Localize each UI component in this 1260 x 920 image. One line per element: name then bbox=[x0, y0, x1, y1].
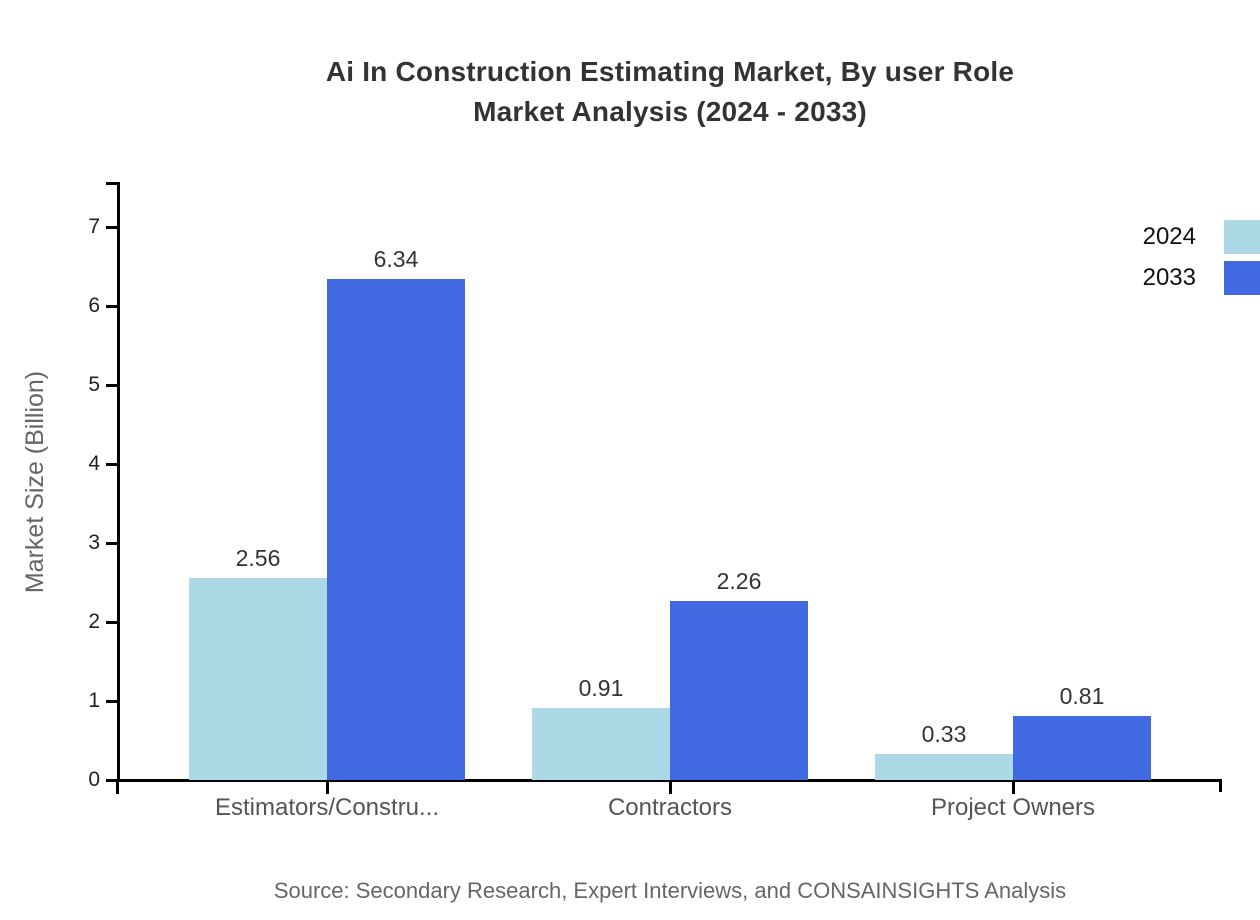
bar-value-label: 0.33 bbox=[921, 721, 967, 747]
category-label-1: Estimators/Constru... bbox=[214, 794, 440, 821]
bar-value-label: 2.56 bbox=[235, 545, 281, 571]
y-tick-label: 1 bbox=[88, 689, 100, 712]
x-tick-mark bbox=[669, 782, 672, 794]
y-tick-mark bbox=[106, 463, 118, 466]
y-tick-mark bbox=[106, 779, 118, 782]
bar-value-label: 0.81 bbox=[1059, 683, 1105, 709]
y-tick-mark bbox=[106, 305, 118, 308]
bar-2024-1 bbox=[189, 578, 327, 780]
y-tick-label: 4 bbox=[88, 452, 100, 475]
x-tick-mark bbox=[326, 782, 329, 794]
y-tick-label: 7 bbox=[88, 215, 100, 238]
bar-2024-2 bbox=[532, 708, 670, 780]
category-label-2: Contractors bbox=[607, 794, 733, 821]
y-tick-mark bbox=[106, 542, 118, 545]
bar-2024-3 bbox=[875, 754, 1013, 780]
bar-2033-2 bbox=[670, 601, 808, 780]
y-axis-top-cap bbox=[106, 182, 118, 185]
y-tick-mark bbox=[106, 700, 118, 703]
x-axis-origin-tick bbox=[116, 782, 119, 794]
bar-2033-1 bbox=[327, 279, 465, 780]
y-tick-label: 3 bbox=[88, 531, 100, 554]
y-tick-label: 6 bbox=[88, 294, 100, 317]
y-axis-line bbox=[117, 182, 120, 780]
chart-title-line1: Ai In Construction Estimating Market, By… bbox=[325, 56, 1015, 87]
y-tick-label: 0 bbox=[88, 768, 100, 791]
bar-value-label: 0.91 bbox=[578, 675, 624, 701]
bar-2033-3 bbox=[1013, 716, 1151, 780]
chart-title: Ai In Construction Estimating Market, By… bbox=[90, 52, 1250, 132]
y-tick-mark bbox=[106, 226, 118, 229]
source-note: Source: Secondary Research, Expert Inter… bbox=[273, 878, 1067, 903]
y-tick-mark bbox=[106, 621, 118, 624]
legend-swatch-2033 bbox=[1224, 261, 1260, 295]
legend-label-2024: 2024 bbox=[1142, 223, 1196, 250]
y-tick-mark bbox=[106, 384, 118, 387]
bar-value-label: 2.26 bbox=[716, 568, 762, 594]
bar-value-label: 6.34 bbox=[373, 246, 419, 272]
chart-title-line2: Market Analysis (2024 - 2033) bbox=[473, 96, 867, 127]
y-tick-label: 2 bbox=[88, 610, 100, 633]
y-tick-label: 5 bbox=[88, 373, 100, 396]
x-tick-mark bbox=[1012, 782, 1015, 794]
legend-swatch-2024 bbox=[1224, 220, 1260, 254]
x-axis-end-cap bbox=[1219, 779, 1222, 792]
legend-label-2033: 2033 bbox=[1142, 264, 1196, 291]
x-axis-line bbox=[117, 779, 1222, 782]
category-label-3: Project Owners bbox=[930, 794, 1096, 821]
